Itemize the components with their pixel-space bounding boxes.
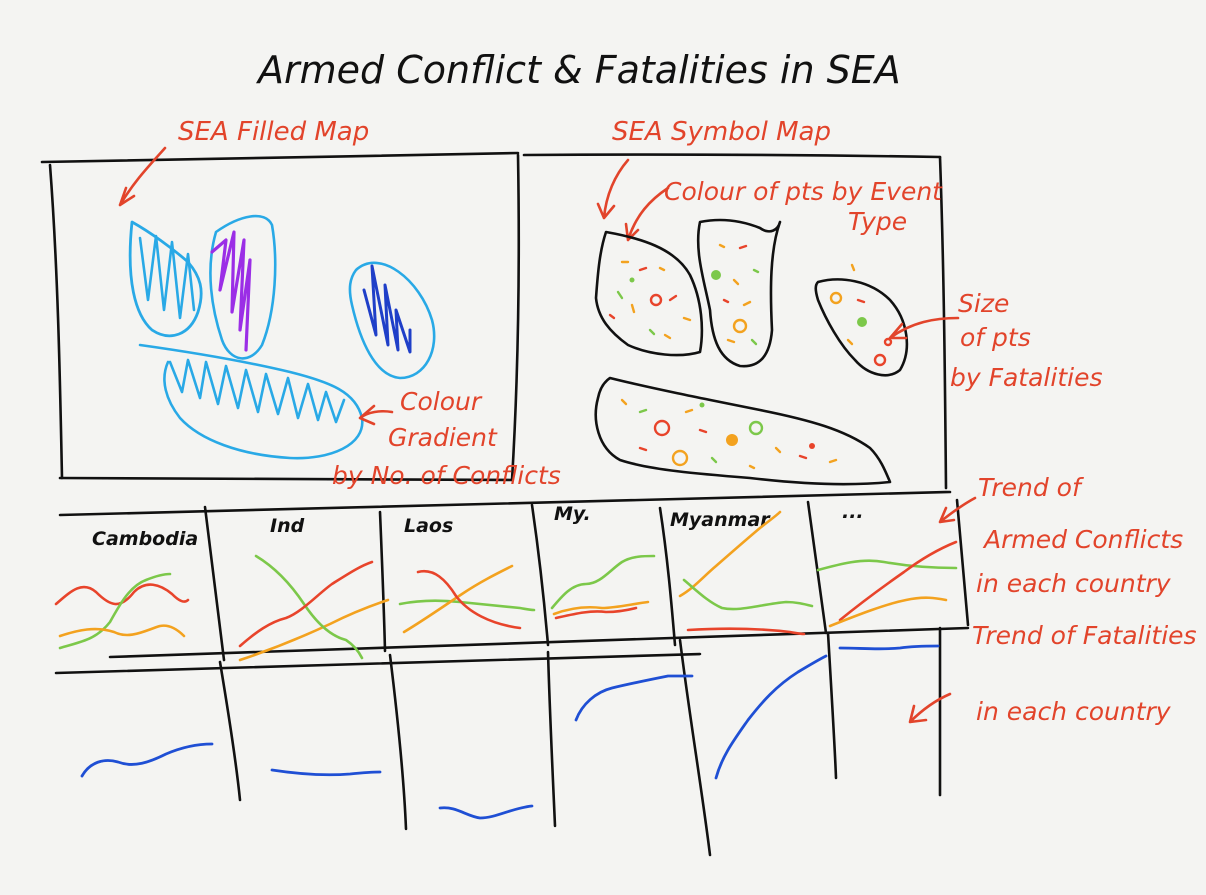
- size-note-arrow-icon: [888, 316, 960, 340]
- filled-map-note-line-1: Colour: [400, 387, 483, 416]
- symbol-size-note-line-3: by Fatalities: [950, 363, 1102, 392]
- symbol-map-arrow-icon: [596, 158, 630, 220]
- trend-conflicts-note-line-2: Armed Conflicts: [982, 525, 1183, 554]
- country-label-cambodia: Cambodia: [92, 528, 198, 550]
- country-labels: Cambodia Ind Laos My. Myanmar ...: [92, 501, 864, 550]
- country-label-my: My.: [554, 503, 591, 525]
- symbol-color-note: Colour of pts by Event Type: [664, 177, 950, 236]
- trend-conflicts-note-line-3: in each country: [976, 569, 1172, 598]
- filled-map-label: SEA Filled Map: [178, 117, 369, 147]
- trend-conflicts-note-line-1: Trend of: [978, 473, 1084, 502]
- event-points: [608, 243, 893, 470]
- country-label-ind: Ind: [270, 515, 305, 537]
- filled-map-sketch: [128, 214, 436, 460]
- symbol-map-sketch: [594, 218, 909, 486]
- country-label-more: ...: [842, 501, 864, 523]
- filled-map-arrow-icon: [118, 146, 167, 207]
- filled-map-note-line-3: by No. of Conflicts: [332, 461, 561, 490]
- symbol-size-note-line-2: of pts: [960, 323, 1031, 352]
- symbol-color-note-line-2: Type: [848, 207, 907, 236]
- symbol-color-note-line-1: Colour of pts by Event: [664, 177, 943, 206]
- dashboard-title: Armed Conflict & Fatalities in SEA: [255, 48, 901, 92]
- color-note-arrow-icon: [624, 186, 670, 242]
- trend-fatalities-note-line-1: Trend of Fatalities: [972, 621, 1197, 650]
- trend-fatalities-note-line-2: in each country: [976, 697, 1172, 726]
- symbol-size-note-line-1: Size: [958, 289, 1009, 318]
- conflict-trend-lines: [54, 510, 958, 662]
- trend-fatalities-arrow-icon: [908, 692, 952, 724]
- country-label-laos: Laos: [404, 515, 453, 537]
- trend-fatalities-note: Trend of Fatalities in each country: [972, 621, 1205, 726]
- country-label-myanmar: Myanmar: [670, 509, 771, 531]
- gradient-arrow-icon: [358, 404, 394, 426]
- trend-conflicts-arrow-icon: [938, 496, 977, 524]
- trend-conflicts-note: Trend of Armed Conflicts in each country: [976, 473, 1191, 598]
- filled-map-note: Colour Gradient by No. of Conflicts: [332, 387, 561, 490]
- filled-map-note-line-2: Gradient: [388, 423, 498, 452]
- fatality-trend-lines: [80, 644, 940, 820]
- symbol-map-label: SEA Symbol Map: [612, 117, 831, 147]
- symbol-size-note: Size of pts by Fatalities: [950, 289, 1102, 392]
